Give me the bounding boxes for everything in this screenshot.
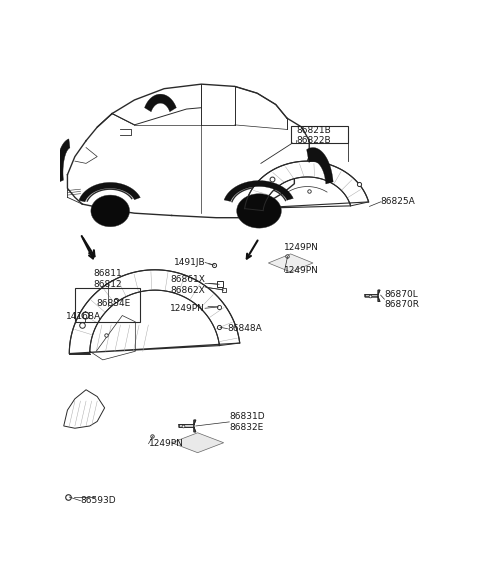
Text: 1249PN: 1249PN (148, 439, 183, 448)
Polygon shape (307, 148, 333, 184)
Polygon shape (179, 420, 196, 432)
Text: 1491JB: 1491JB (173, 258, 205, 267)
Text: 86825A: 86825A (381, 198, 415, 206)
Text: 86593D: 86593D (81, 496, 116, 505)
Text: 86861X
86862X: 86861X 86862X (170, 275, 205, 295)
Polygon shape (268, 254, 313, 272)
Text: 86870L
86870R: 86870L 86870R (384, 289, 420, 309)
Polygon shape (64, 390, 105, 428)
Text: 1416BA: 1416BA (66, 312, 101, 322)
Polygon shape (91, 195, 130, 227)
Polygon shape (237, 193, 281, 228)
Polygon shape (245, 161, 369, 211)
Text: 86834E: 86834E (96, 299, 131, 308)
Text: 1249PN: 1249PN (284, 266, 319, 275)
Polygon shape (56, 139, 70, 183)
Text: 86811
86812: 86811 86812 (93, 269, 122, 289)
Text: 86848A: 86848A (228, 324, 262, 333)
Polygon shape (365, 290, 380, 302)
Polygon shape (224, 181, 293, 202)
Text: 86831D
86832E: 86831D 86832E (229, 412, 265, 432)
Polygon shape (69, 270, 240, 353)
Polygon shape (144, 94, 176, 112)
Text: 86821B
86822B: 86821B 86822B (296, 126, 331, 145)
Polygon shape (172, 433, 224, 453)
Text: 1249PN: 1249PN (284, 243, 319, 252)
Polygon shape (79, 182, 140, 202)
Text: 1249PN: 1249PN (170, 304, 205, 313)
